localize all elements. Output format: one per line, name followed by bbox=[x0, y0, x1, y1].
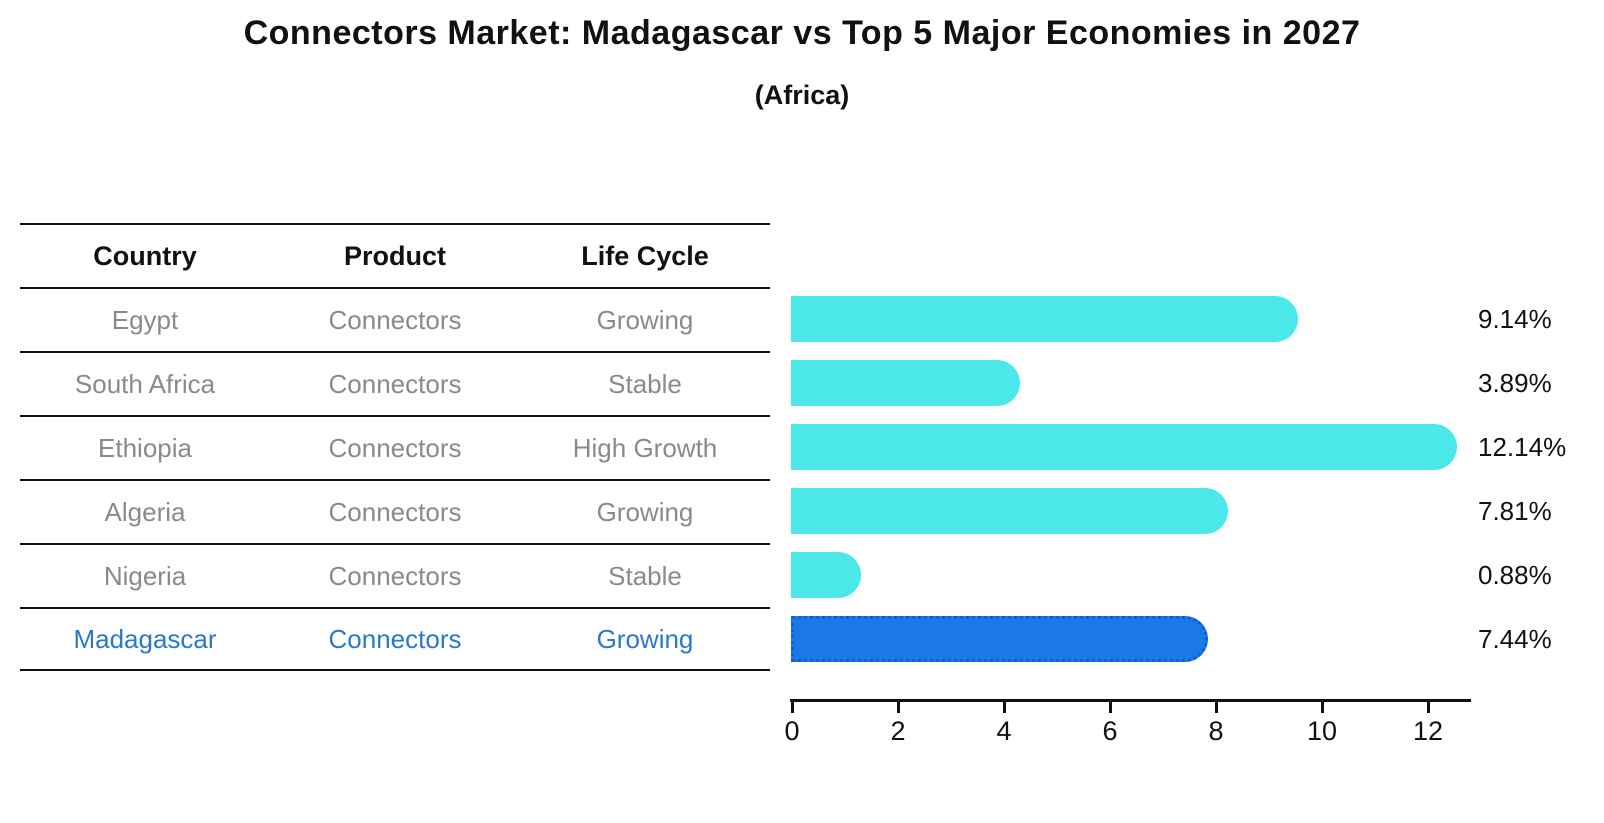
table-row: Madagascar Connectors Growing bbox=[20, 607, 770, 671]
x-tick bbox=[1002, 699, 1006, 713]
cell-country: Nigeria bbox=[103, 560, 187, 591]
column-header-product: Product bbox=[343, 240, 446, 271]
x-tick bbox=[790, 699, 794, 713]
value-label: 12.14% bbox=[1478, 432, 1567, 462]
bar bbox=[791, 424, 1458, 470]
cell-product: Connectors bbox=[328, 368, 462, 399]
x-tick-label: 0 bbox=[784, 716, 800, 746]
x-tick-label: 8 bbox=[1208, 716, 1224, 746]
x-tick bbox=[1108, 699, 1112, 713]
table-header-row: Country Product Life Cycle bbox=[20, 223, 770, 287]
bar bbox=[791, 360, 1021, 406]
column-header-country: Country bbox=[93, 240, 197, 271]
cell-country: Ethiopia bbox=[98, 432, 192, 463]
bar bbox=[791, 616, 1209, 662]
value-label: 7.81% bbox=[1478, 496, 1552, 526]
x-axis-line bbox=[790, 699, 1471, 702]
cell-country: South Africa bbox=[74, 368, 216, 399]
page-subtitle: (Africa) bbox=[754, 80, 850, 110]
x-tick-label: 4 bbox=[996, 716, 1012, 746]
cell-product: Connectors bbox=[328, 560, 462, 591]
x-tick-label: 12 bbox=[1412, 716, 1444, 746]
cell-country: Egypt bbox=[111, 304, 179, 335]
table-row: South Africa Connectors Stable bbox=[20, 351, 770, 415]
x-tick-label: 2 bbox=[890, 716, 906, 746]
cell-product: Connectors bbox=[328, 496, 462, 527]
x-tick-label: 10 bbox=[1306, 716, 1338, 746]
table-row: Algeria Connectors Growing bbox=[20, 479, 770, 543]
column-header-life-cycle: Life Cycle bbox=[581, 240, 709, 271]
page-title: Connectors Market: Madagascar vs Top 5 M… bbox=[243, 14, 1361, 52]
country-table: Country Product Life Cycle Egypt Connect… bbox=[20, 223, 770, 671]
cell-life-cycle: Stable bbox=[608, 368, 682, 399]
value-label: 7.44% bbox=[1478, 624, 1552, 654]
cell-product: Connectors bbox=[328, 304, 462, 335]
cell-country: Madagascar bbox=[73, 623, 217, 654]
cell-life-cycle: Stable bbox=[608, 560, 682, 591]
value-label: 3.89% bbox=[1478, 368, 1552, 398]
value-label: 9.14% bbox=[1478, 304, 1552, 334]
bar bbox=[791, 552, 861, 598]
cell-life-cycle: High Growth bbox=[572, 432, 718, 463]
x-tick bbox=[1426, 699, 1430, 713]
value-label: 0.88% bbox=[1478, 560, 1552, 590]
table-row: Ethiopia Connectors High Growth bbox=[20, 415, 770, 479]
x-tick bbox=[1214, 699, 1218, 713]
cell-country: Algeria bbox=[104, 496, 186, 527]
bar bbox=[791, 296, 1299, 342]
table-row: Nigeria Connectors Stable bbox=[20, 543, 770, 607]
cell-product: Connectors bbox=[328, 432, 462, 463]
x-tick bbox=[1320, 699, 1324, 713]
x-tick-label: 6 bbox=[1102, 716, 1118, 746]
cell-product: Connectors bbox=[328, 623, 462, 654]
cell-life-cycle: Growing bbox=[596, 496, 694, 527]
x-tick bbox=[896, 699, 900, 713]
cell-life-cycle: Growing bbox=[596, 304, 694, 335]
bar bbox=[791, 488, 1228, 534]
cell-life-cycle: Growing bbox=[596, 623, 694, 654]
table-row: Egypt Connectors Growing bbox=[20, 287, 770, 351]
